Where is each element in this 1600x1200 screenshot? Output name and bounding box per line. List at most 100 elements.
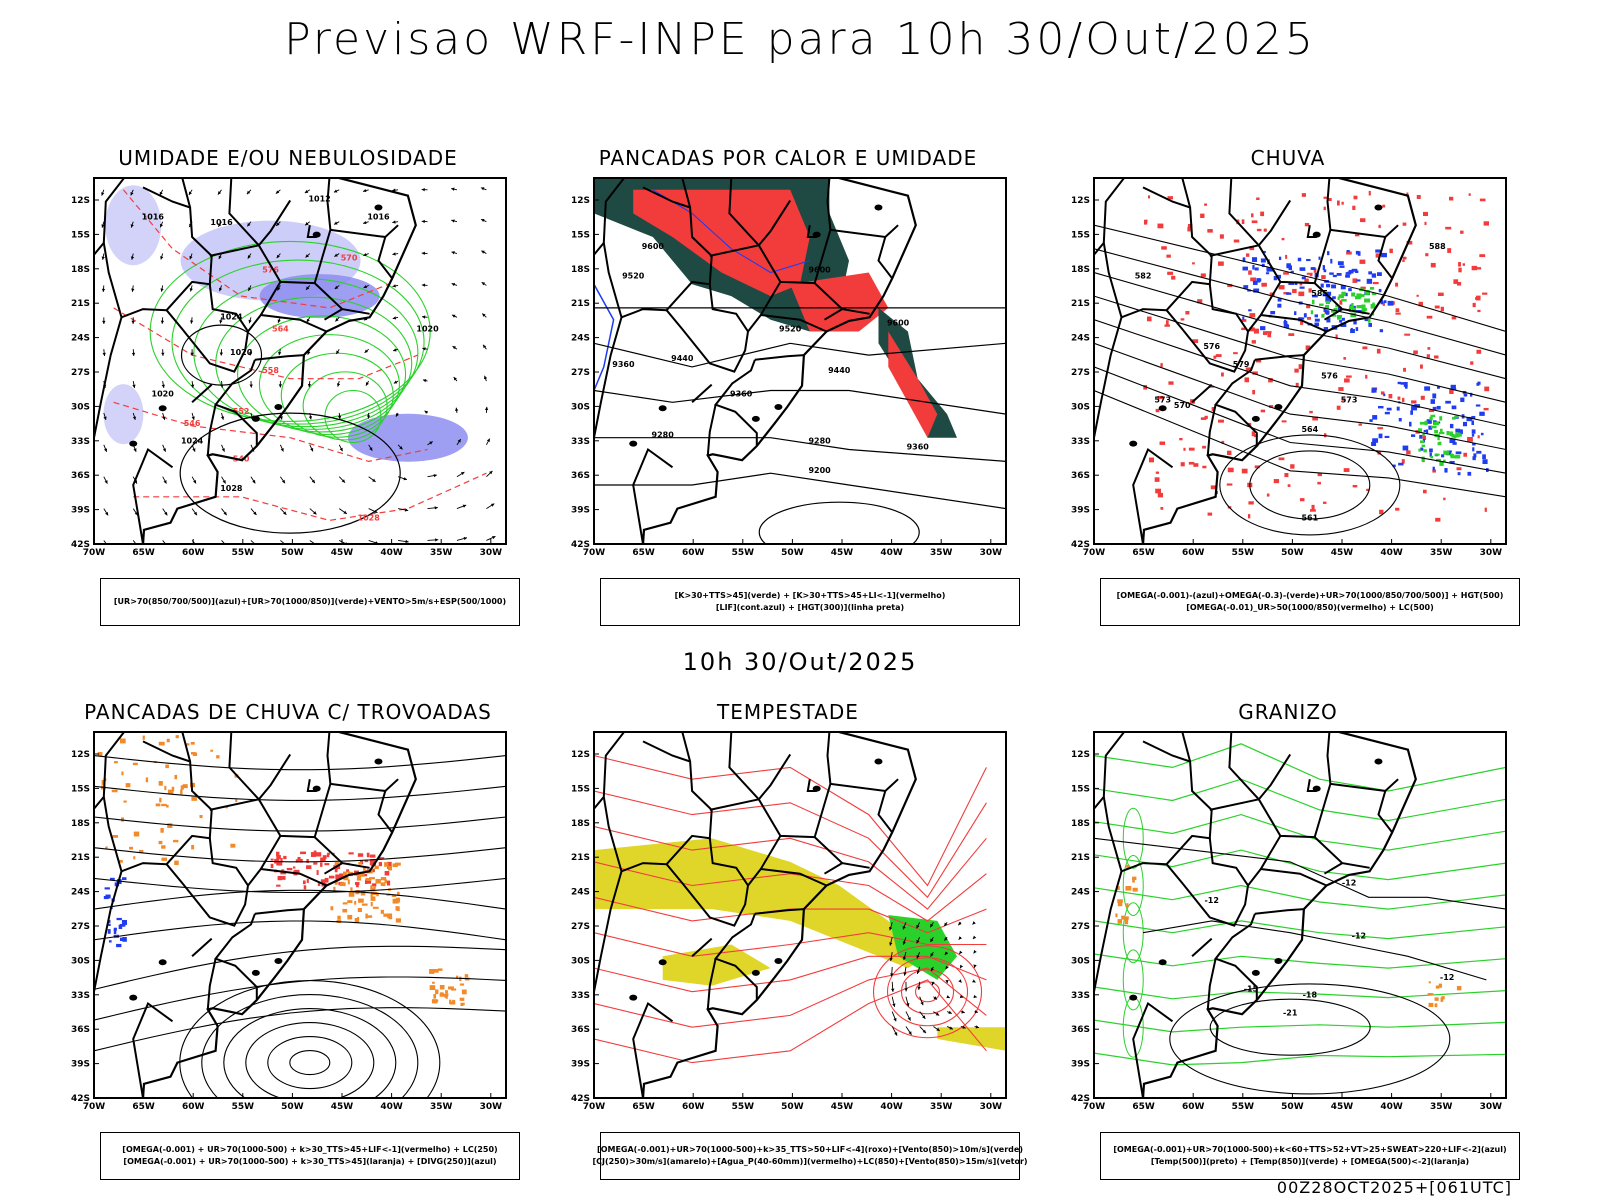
lon-label: 70W	[583, 1102, 606, 1112]
wind-arrowhead	[948, 1010, 952, 1014]
wind-arrowhead	[218, 255, 222, 260]
omega-cell	[1278, 297, 1282, 302]
wind-arrowhead	[973, 994, 977, 999]
rain-cell	[1252, 371, 1258, 375]
lat-label: 39S	[571, 506, 590, 516]
hgt-contour	[1094, 366, 1506, 474]
rain-cell	[1215, 354, 1222, 358]
contour-label: -21	[1283, 1008, 1298, 1017]
rain-cell	[1395, 507, 1400, 511]
lake	[1374, 758, 1383, 765]
omega500-cell	[1435, 985, 1440, 989]
thunder-strong-cell	[294, 869, 300, 874]
border-line	[228, 732, 260, 800]
omega-cell	[1429, 448, 1433, 453]
border-line	[1247, 835, 1282, 887]
thunder-strong-cell	[276, 851, 280, 857]
lon-label: 30W	[980, 548, 1003, 558]
streamline-850	[594, 967, 987, 1028]
omega-strong-cell	[1319, 303, 1324, 306]
wind-arrowhead	[253, 511, 257, 516]
lake	[129, 994, 138, 1001]
omega-strong-cell	[1360, 294, 1365, 297]
omega-strong-cell	[1434, 430, 1439, 434]
thunder-strong-cell	[276, 855, 281, 860]
rain-cell	[1251, 431, 1255, 437]
thunder-cell	[190, 752, 196, 755]
lake	[312, 785, 321, 792]
lat-label: 33S	[571, 991, 590, 1001]
rain-cell	[1187, 226, 1191, 232]
rain-cell	[1476, 295, 1481, 301]
wind-arrowhead	[392, 252, 396, 256]
lon-label: 50W	[781, 1102, 804, 1112]
thunder-cell	[182, 784, 188, 789]
rain-cell	[1445, 226, 1452, 230]
lon-label: 40W	[880, 548, 903, 558]
rain-cell	[1463, 452, 1468, 457]
lake	[751, 969, 760, 976]
map-content: 9600 9520 9600 9520 9440 9440 9360 9360 9280 9280…	[594, 178, 1006, 544]
lake	[158, 959, 167, 966]
thunder-cell	[358, 898, 364, 903]
contour-label: 1028	[358, 513, 381, 522]
rain-cell	[1395, 308, 1400, 313]
border-line	[181, 178, 192, 208]
rain-cell	[1483, 407, 1489, 411]
rain-cell	[1262, 331, 1268, 336]
page-subtitle: 10h 30/Out/2025	[682, 648, 918, 676]
divergence-cell	[121, 919, 127, 925]
wind-arrowhead	[451, 219, 455, 223]
thunder-cell	[374, 865, 379, 870]
thunder-cell	[210, 749, 213, 752]
thunder-cell	[173, 839, 179, 843]
lake	[774, 958, 783, 965]
wind-arrowhead	[892, 1003, 896, 1007]
divergence-cell	[122, 937, 127, 942]
rain-cell	[1313, 268, 1317, 273]
rain-cell	[1155, 488, 1161, 494]
wind-arrowhead	[306, 318, 310, 323]
lon-label: 60W	[1182, 1102, 1205, 1112]
wind-arrowhead	[193, 480, 197, 484]
thunder-cell	[376, 892, 379, 897]
omega-cell	[1278, 256, 1282, 261]
thunder-cell	[388, 865, 393, 871]
rain-cell	[1244, 377, 1250, 383]
lat-label: 24S	[71, 888, 90, 898]
thunder-cell	[160, 827, 164, 833]
omega-strong-cell	[1338, 294, 1345, 299]
humidity-contour	[171, 259, 425, 425]
rain-cell	[1241, 319, 1247, 322]
streamline-850	[900, 969, 955, 1015]
contour-label: 552	[233, 407, 250, 416]
lake	[812, 231, 821, 238]
thunder-cell	[357, 916, 360, 920]
lat-label: 42S	[71, 1094, 90, 1104]
border-line	[313, 783, 332, 838]
rain-cell	[1245, 367, 1252, 372]
rain-cell	[1263, 228, 1267, 232]
omega500-cell	[1125, 885, 1132, 891]
lat-label: 39S	[71, 1060, 90, 1070]
thunder-cell	[339, 882, 346, 887]
lon-label: 60W	[682, 548, 705, 558]
wind-arrowhead	[276, 222, 280, 226]
border-line	[1209, 798, 1260, 811]
border-line	[377, 790, 393, 834]
rain-cell	[1484, 386, 1490, 392]
wind-arrowhead	[907, 1017, 911, 1021]
wind-arrowhead	[492, 536, 496, 540]
thunder-cell	[459, 997, 465, 1001]
map-base	[94, 732, 417, 1098]
omega-cell	[1345, 274, 1350, 278]
wind-arrowhead	[463, 536, 468, 541]
thunder-strong-cell	[327, 852, 330, 855]
wind-arrowhead	[958, 979, 962, 983]
wind-arrowhead	[481, 219, 485, 223]
wind-arrowhead	[920, 1001, 924, 1006]
omega-cell	[1450, 384, 1456, 390]
lon-label: 40W	[1380, 548, 1403, 558]
border-line	[713, 359, 758, 446]
temp500-contour	[1169, 983, 1451, 1095]
